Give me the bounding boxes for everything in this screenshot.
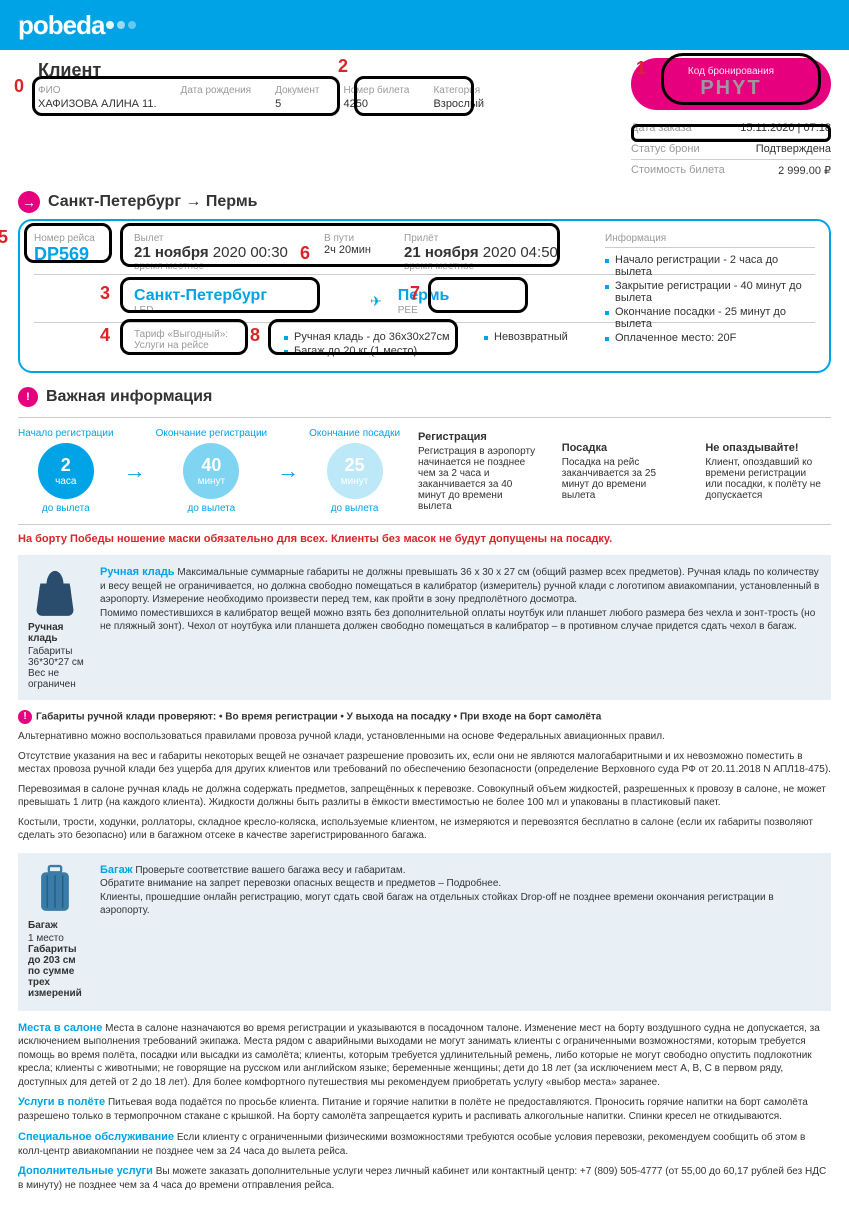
t1-bot: до вылета (18, 503, 114, 514)
t3-bot: до вылета (309, 503, 400, 514)
suitcase-icon (28, 863, 82, 917)
highlight-box-0 (32, 76, 340, 116)
exclamation-icon: ! (18, 387, 38, 407)
status-label: Статус брони (631, 143, 700, 155)
highlight-box-2 (354, 76, 474, 116)
seats-h: Места в салоне (18, 1022, 102, 1034)
nonref-item: Невозвратный (484, 331, 568, 343)
plane-icon: ✈ (370, 293, 382, 310)
annotation-4: 4 (100, 325, 110, 346)
hand-p3: Отсутствие указания на вес и габариты не… (18, 750, 831, 777)
annotation-5: 5 (0, 227, 8, 248)
annotation-2: 2 (338, 56, 348, 77)
info-3: Окончание посадки - 25 минут до вылета (605, 306, 815, 330)
mask-warning: На борту Победы ношение маски обязательн… (18, 533, 831, 545)
bag-p3: Клиенты, прошедшие онлайн регистрацию, м… (100, 892, 774, 917)
seats-t: Места в салоне назначаются во время реги… (18, 1023, 820, 1088)
board-h: Посадка (562, 442, 680, 454)
circle-2: 40минут (183, 443, 239, 499)
bag-p2: Обратите внимание на запрет перевозки оп… (100, 878, 501, 889)
reg-h: Регистрация (418, 431, 536, 443)
info-1: Начало регистрации - 2 часа до вылета (605, 254, 815, 278)
hand-title: Ручная кладь (28, 622, 88, 644)
highlight-box-4 (120, 319, 248, 355)
handbag-icon (28, 565, 82, 619)
hand-hdr: Ручная кладь (100, 566, 175, 578)
info-4: Оплаченное место: 20F (605, 332, 815, 344)
highlight-box-5 (24, 223, 112, 263)
highlight-box-date (631, 124, 831, 142)
exclamation-icon: ! (18, 710, 32, 724)
bag-title: Багаж (28, 920, 88, 931)
bag-hdr: Багаж (100, 864, 133, 876)
flight-card: 5 6 3 7 4 8 Номер рейса DP569 Вылет 21 н… (18, 219, 831, 373)
t3-top: Окончание посадки (309, 428, 400, 439)
brand-header: pobeda (0, 0, 849, 50)
svc-h: Услуги в полёте (18, 1096, 105, 1108)
hand-wt: Вес не ограничен (28, 668, 76, 690)
annotation-8: 8 (250, 325, 260, 346)
hand-p4: Перевозимая в салоне ручная кладь не дол… (18, 783, 831, 810)
logo: pobeda (18, 10, 104, 41)
bag-dims: Габариты до 203 см по сумме трех измерен… (28, 944, 88, 999)
t1-top: Начало регистрации (18, 428, 114, 439)
annotation-6: 6 (300, 243, 310, 264)
circle-3: 25минут (327, 443, 383, 499)
info-2: Закрытие регистрации - 40 минут до вылет… (605, 280, 815, 304)
t2-bot: до вылета (156, 503, 268, 514)
bag-place: 1 место (28, 933, 64, 944)
logo-dots-icon (106, 21, 136, 29)
arrow-icon: → (277, 458, 299, 484)
highlight-box-1 (661, 53, 821, 105)
hand-p1: Максимальные суммарные габариты не должн… (100, 567, 819, 605)
annotation-3: 3 (100, 283, 110, 304)
highlight-box-3 (120, 277, 320, 313)
highlight-box-6 (120, 223, 560, 267)
route-arrow-icon: → (18, 191, 40, 213)
info-label: Информация (605, 233, 815, 248)
status-value: Подтверждена (756, 143, 831, 155)
bag-p1: Проверьте соответствие вашего багажа вес… (135, 865, 405, 876)
hand-dims: Габариты 36*30*27 см (28, 646, 84, 668)
annotation-7: 7 (410, 283, 420, 304)
route-title: Санкт-Петербург → Пермь (48, 193, 258, 211)
annotation-1: 1 (636, 58, 646, 79)
hand-alt: Альтернативно можно воспользоваться прав… (18, 730, 831, 744)
circle-1: 2часа (38, 443, 94, 499)
important-title: Важная информация (46, 388, 212, 406)
price-label: Стоимость билета (631, 164, 725, 177)
late-h: Не опаздывайте! (705, 442, 823, 454)
late-t: Клиент, опоздавший ко времени регистраци… (705, 457, 823, 501)
reg-t: Регистрация в аэропорту начинается не по… (418, 446, 536, 512)
t2-top: Окончание регистрации (156, 428, 268, 439)
svc-t: Питьевая вода подаётся по просьбе клиент… (18, 1097, 808, 1122)
hand-p5: Костыли, трости, ходунки, роллаторы, скл… (18, 816, 831, 843)
price-value: 2 999.00 ₽ (778, 164, 831, 177)
highlight-box-7 (428, 277, 528, 313)
spec-h: Специальное обслуживание (18, 1131, 174, 1143)
board-t: Посадка на рейс заканчивается за 25 мину… (562, 457, 680, 501)
add-h: Дополнительные услуги (18, 1165, 153, 1177)
hand-p2: Помимо поместившихся в калибратор вещей … (100, 608, 815, 633)
highlight-box-8 (268, 319, 458, 355)
hand-check-hdr: Габариты ручной клади проверяют: • Во вр… (36, 712, 601, 723)
arrow-icon: → (124, 458, 146, 484)
annotation-0: 0 (14, 76, 24, 97)
